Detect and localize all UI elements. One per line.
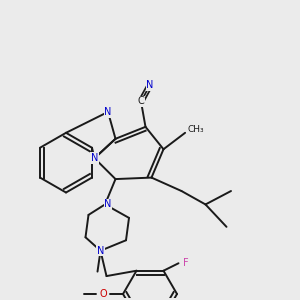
Text: N: N	[104, 107, 112, 117]
Text: F: F	[183, 258, 189, 268]
Text: C: C	[138, 97, 144, 106]
Text: N: N	[97, 246, 104, 256]
Text: O: O	[99, 289, 107, 299]
Text: CH₃: CH₃	[187, 125, 204, 134]
Text: N: N	[104, 200, 112, 209]
Text: N: N	[146, 80, 154, 90]
Text: N: N	[91, 153, 98, 163]
